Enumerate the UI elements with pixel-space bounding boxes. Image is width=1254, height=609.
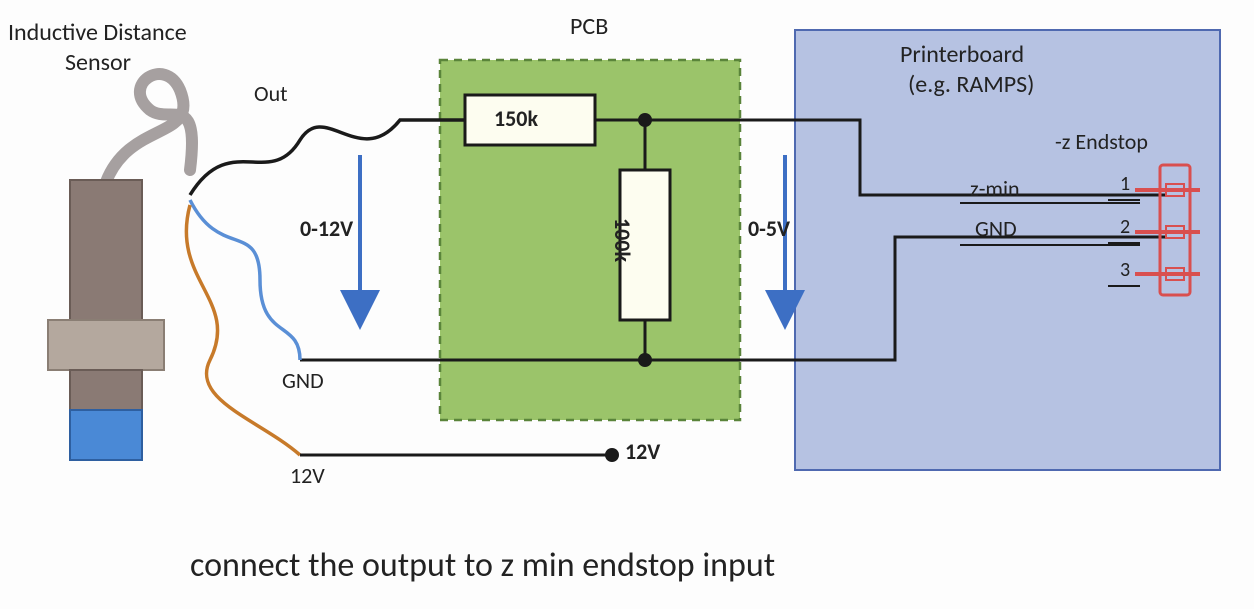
pin2-label: 2 <box>1120 215 1130 239</box>
r100k-label: 100k <box>609 218 636 262</box>
junction-node-2 <box>605 448 619 462</box>
sensor-lower <box>70 370 142 410</box>
sensor-title-line1: Inductive Distance <box>8 18 187 47</box>
caption: connect the output to z min endstop inpu… <box>190 545 775 586</box>
range-0-5v-label: 0-5V <box>748 215 790 242</box>
printerboard-line1: Printerboard <box>900 40 1024 69</box>
r150k-label: 150k <box>494 105 538 132</box>
junction-node-0 <box>638 113 652 127</box>
printerboard-line2: (e.g. RAMPS) <box>908 70 1034 99</box>
z-min-label: z-min <box>970 175 1020 202</box>
pin3-label: 3 <box>1120 258 1130 282</box>
12v-mid-label: 12V <box>625 438 660 465</box>
circuit-diagram <box>0 0 1254 609</box>
pin1-label: 1 <box>1120 172 1130 196</box>
pcb-label: PCB <box>570 12 608 41</box>
wire-out-squiggle <box>190 120 465 195</box>
out-label: Out <box>254 80 288 107</box>
wire-gnd-blue <box>190 200 300 360</box>
sensor-bracket <box>48 320 164 370</box>
z-endstop-label: -z Endstop <box>1055 128 1148 155</box>
12v-left-label: 12V <box>290 462 325 489</box>
gnd-left-label: GND <box>282 367 324 394</box>
sensor-cable-icon <box>106 74 192 182</box>
range-0-12v-label: 0-12V <box>300 215 353 242</box>
junction-node-1 <box>638 353 652 367</box>
sensor-title-line2: Sensor <box>65 48 131 77</box>
sensor-tip <box>70 410 142 460</box>
sensor-body <box>70 180 142 320</box>
gnd-right-label: GND <box>975 215 1017 242</box>
